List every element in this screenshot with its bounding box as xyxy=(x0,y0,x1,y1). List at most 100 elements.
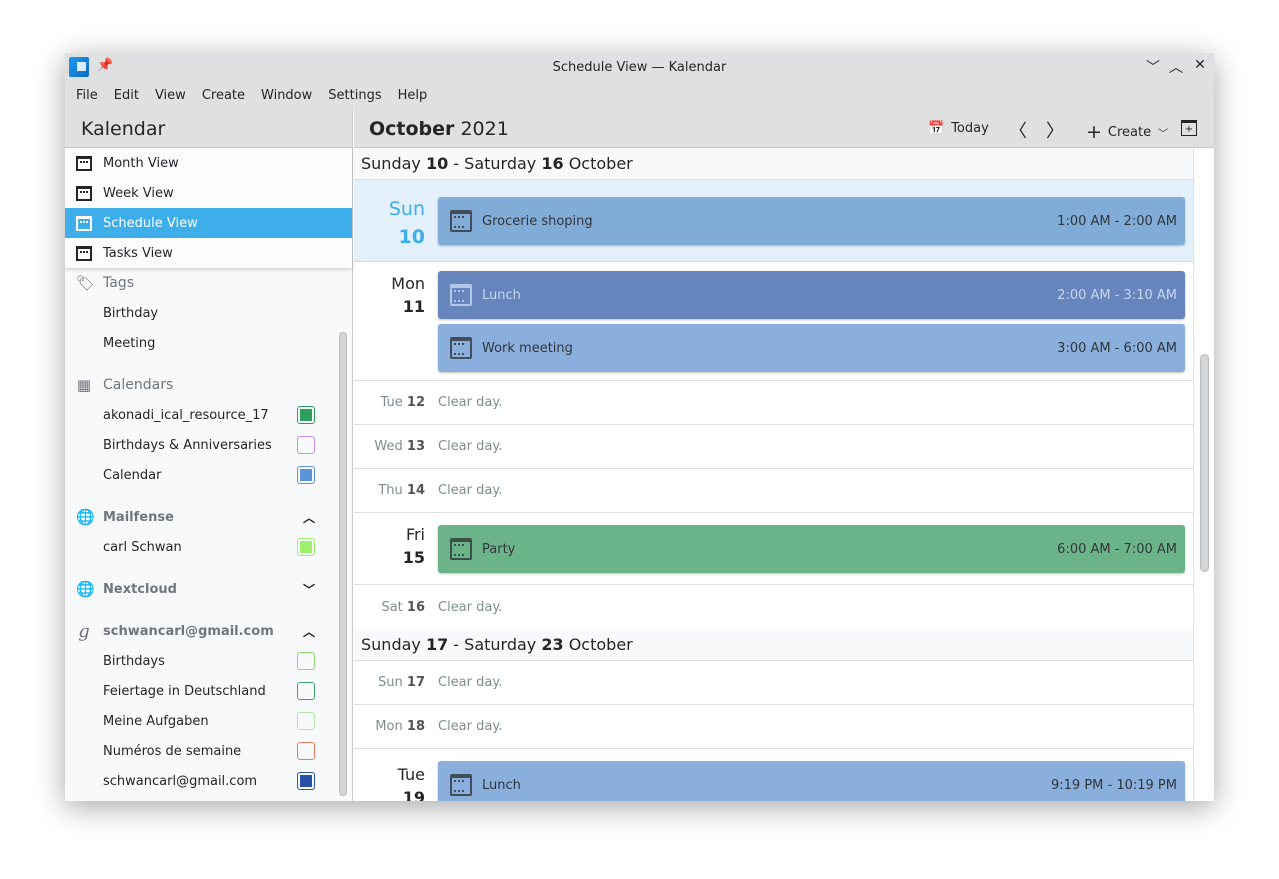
close-button[interactable]: ✕ xyxy=(1194,57,1206,73)
menu-edit[interactable]: Edit xyxy=(113,88,139,103)
menu-settings[interactable]: Settings xyxy=(328,88,382,103)
calendars-section: ▦ Calendars xyxy=(65,370,337,400)
tag-icon: 🏷 xyxy=(76,274,96,292)
calendar-item[interactable]: Calendar xyxy=(65,460,337,490)
calendar-item[interactable]: Meine Aufgaben xyxy=(65,706,337,736)
pin-icon[interactable]: 📌 xyxy=(97,58,114,73)
kalendar-app-icon[interactable] xyxy=(69,57,89,77)
day-number: 16 xyxy=(406,599,425,615)
t: - Saturday xyxy=(448,635,542,654)
calendar-checkbox[interactable] xyxy=(297,682,315,700)
window-title: Schedule View — Kalendar xyxy=(552,60,727,75)
account-section[interactable]: g schwancarl@gmail.com ︿ xyxy=(65,616,337,646)
maximize-button[interactable]: ︿ xyxy=(1169,60,1183,76)
chevron-up-icon[interactable]: ︿ xyxy=(302,624,315,639)
calendar-checkbox[interactable] xyxy=(297,436,315,454)
sidebar-scrollbar[interactable] xyxy=(339,332,347,796)
tasks-icon xyxy=(76,245,92,261)
t: - Saturday xyxy=(448,154,542,173)
kalendar-window: 📌 Schedule View — Kalendar ﹀ ︿ ✕ File Ed… xyxy=(65,53,1214,801)
sidebar-item-week-view[interactable]: Week View xyxy=(65,178,352,208)
menu-create[interactable]: Create xyxy=(201,88,246,103)
sidebar-item-schedule-view[interactable]: Schedule View xyxy=(65,208,352,238)
event-card[interactable]: Grocerie shoping 1:00 AM - 2:00 AM xyxy=(438,197,1185,245)
year-label: 2021 xyxy=(460,118,509,140)
calendar-checkbox[interactable] xyxy=(297,652,315,670)
day-fri-15: Fri 15 Party 6:00 AM - 7:00 AM xyxy=(354,513,1193,585)
calendar-item[interactable]: carl Schwan xyxy=(65,532,337,562)
calendar-checkbox[interactable] xyxy=(297,712,315,730)
menu-window[interactable]: Window xyxy=(261,88,313,103)
label: Schedule View xyxy=(103,215,198,231)
event-card[interactable]: Work meeting 3:00 AM - 6:00 AM xyxy=(438,324,1185,372)
event-card[interactable]: Lunch 9:19 PM - 10:19 PM xyxy=(438,761,1185,801)
day-name: Wed xyxy=(374,439,403,454)
week-header: Sunday 17 - Saturday 23 October xyxy=(354,629,1193,661)
t: Sunday xyxy=(361,635,426,654)
day-name: Sat xyxy=(381,599,403,615)
menu-file[interactable]: File xyxy=(76,88,98,103)
tags-section: 🏷 Tags xyxy=(65,268,337,298)
calendar-item[interactable]: Feiertage in Deutschland xyxy=(65,676,337,706)
label: Create xyxy=(1107,124,1152,140)
event-card[interactable]: Lunch 2:00 AM - 3:10 AM xyxy=(438,271,1185,319)
t: 16 xyxy=(541,154,564,173)
today-button[interactable]: 📅 Today xyxy=(928,121,989,136)
clear-day-text: Clear day. xyxy=(438,439,503,454)
create-button[interactable]: + Create ﹀ xyxy=(1086,121,1168,143)
account-label: Mailfense xyxy=(103,509,174,525)
calendar-icon xyxy=(450,538,472,560)
section-label: Tags xyxy=(103,275,134,291)
calendar-checkbox[interactable] xyxy=(297,538,315,556)
account-section[interactable]: 🌐 Mailfense ︿ xyxy=(65,502,337,532)
next-button[interactable]: 〉 xyxy=(1046,121,1064,142)
sidebar-toggle-icon[interactable]: + xyxy=(1181,120,1197,136)
calendar-checkbox[interactable] xyxy=(297,466,315,484)
day-mon-11: Mon 11 Lunch 2:00 AM - 3:10 AM Work meetin… xyxy=(354,262,1193,381)
event-time: 6:00 AM - 7:00 AM xyxy=(1057,541,1177,557)
tag-item[interactable]: Birthday xyxy=(65,298,337,328)
menu-view[interactable]: View xyxy=(154,88,186,103)
calendar-item[interactable]: schwancarl@gmail.com xyxy=(65,766,337,796)
tag-label: Meeting xyxy=(103,335,156,351)
sidebar-item-tasks-view[interactable]: Tasks View xyxy=(65,238,352,268)
sidebar-title: Kalendar xyxy=(65,110,352,148)
clear-day-text: Clear day. xyxy=(438,599,503,615)
day-clear: Mon 18 Clear day. xyxy=(354,705,1193,749)
tag-item[interactable]: Meeting xyxy=(65,328,337,358)
calendar-icon xyxy=(450,774,472,796)
day-number: 15 xyxy=(402,548,425,567)
event-time: 9:19 PM - 10:19 PM xyxy=(1051,777,1177,793)
calendar-item[interactable]: Numéros de semaine xyxy=(65,736,337,766)
calendar-item[interactable]: Birthdays xyxy=(65,646,337,676)
label: Month View xyxy=(103,155,179,171)
main-scrollbar[interactable] xyxy=(1193,148,1214,801)
calendar-checkbox[interactable] xyxy=(297,742,315,760)
menu-bar: File Edit View Create Window Settings He… xyxy=(65,81,1214,110)
sidebar: Kalendar Month View Week View Schedule V… xyxy=(65,110,353,801)
globe-icon: 🌐 xyxy=(76,508,95,526)
view-list: Month View Week View Schedule View Tasks… xyxy=(65,148,352,268)
page-title: October 2021 xyxy=(369,118,509,140)
event-time: 3:00 AM - 6:00 AM xyxy=(1057,340,1177,356)
day-number: 13 xyxy=(406,439,425,454)
calendar-label: Feiertage in Deutschland xyxy=(103,683,266,699)
account-section[interactable]: 🌐 Nextcloud ﹀ xyxy=(65,574,337,604)
calendar-item[interactable]: Birthdays & Anniversaries xyxy=(65,430,337,460)
chevron-up-icon[interactable]: ︿ xyxy=(302,510,315,525)
sidebar-item-month-view[interactable]: Month View xyxy=(65,148,352,178)
minimize-button[interactable]: ﹀ xyxy=(1146,60,1160,76)
chevron-down-icon[interactable]: ﹀ xyxy=(302,582,315,597)
menu-help[interactable]: Help xyxy=(397,88,428,103)
day-number: 19 xyxy=(402,788,425,801)
previous-button[interactable]: 〈 xyxy=(1009,121,1027,142)
clear-day-text: Clear day. xyxy=(438,395,503,410)
calendar-checkbox[interactable] xyxy=(297,406,315,424)
calendar-checkbox[interactable] xyxy=(297,772,315,790)
scrollbar-thumb[interactable] xyxy=(1200,354,1209,572)
t: 23 xyxy=(541,635,564,654)
calendar-item[interactable]: akonadi_ical_resource_17 xyxy=(65,400,337,430)
schedule-list: Sunday 10 - Saturday 16 October Sun 10 Gr… xyxy=(354,148,1193,801)
event-card[interactable]: Party 6:00 AM - 7:00 AM xyxy=(438,525,1185,573)
event-title: Lunch xyxy=(482,287,521,303)
